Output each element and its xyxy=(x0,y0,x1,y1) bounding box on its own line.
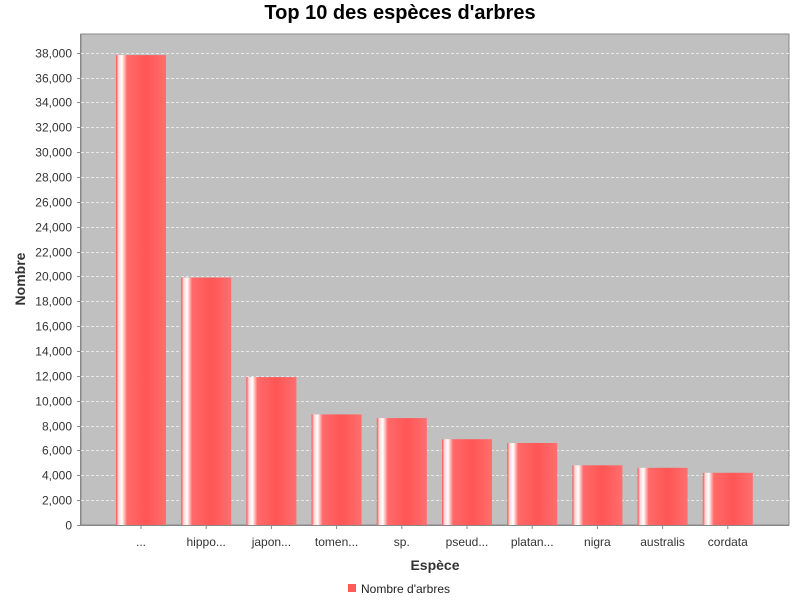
y-tick-label: 20,000 xyxy=(35,270,72,284)
y-tick-label: 24,000 xyxy=(35,221,72,235)
x-tick-label: sp. xyxy=(394,535,410,549)
x-tick-label: cordata xyxy=(708,535,748,549)
y-tick-label: 36,000 xyxy=(35,72,72,86)
y-tick-label: 6,000 xyxy=(42,444,72,458)
legend-label: Nombre d'arbres xyxy=(361,582,450,596)
bar xyxy=(246,377,297,525)
chart-title: Top 10 des espèces d'arbres xyxy=(264,2,535,24)
y-tick-label: 14,000 xyxy=(35,345,72,359)
y-tick-label: 4,000 xyxy=(42,469,72,483)
x-tick-label: pseud... xyxy=(446,535,489,549)
y-tick-label: 0 xyxy=(65,519,72,533)
bar xyxy=(116,55,166,525)
bar xyxy=(702,472,753,525)
y-tick-label: 10,000 xyxy=(35,395,72,409)
y-tick-label: 22,000 xyxy=(35,246,72,260)
y-tick-label: 8,000 xyxy=(42,420,72,434)
x-axis-label: Espèce xyxy=(410,557,459,573)
bar xyxy=(181,277,232,525)
y-tick-label: 32,000 xyxy=(35,121,72,135)
bar xyxy=(376,418,427,525)
x-tick-label: platan... xyxy=(511,535,554,549)
y-tick-label: 28,000 xyxy=(35,171,72,185)
x-tick-label: tomen... xyxy=(315,535,358,549)
bar xyxy=(572,465,623,525)
y-axis-label: Nombre xyxy=(12,252,28,305)
y-tick-label: 2,000 xyxy=(42,494,72,508)
y-tick-label: 18,000 xyxy=(35,295,72,309)
y-tick-label: 34,000 xyxy=(35,96,72,110)
y-tick-label: 30,000 xyxy=(35,146,72,160)
bar xyxy=(637,467,688,525)
y-axis-ticks: 0 2,000 4,000 6,000 8,000 10,000 12,000 14,000 1… xyxy=(35,47,81,533)
y-tick-label: 16,000 xyxy=(35,320,72,334)
legend-swatch xyxy=(348,584,356,592)
x-tick-label: japon... xyxy=(251,535,291,549)
x-tick-label: australis xyxy=(640,535,685,549)
bars xyxy=(116,55,753,525)
x-tick-label: nigra xyxy=(584,535,611,549)
y-tick-label: 26,000 xyxy=(35,196,72,210)
bar xyxy=(442,439,492,525)
x-tick-label: hippo... xyxy=(187,535,226,549)
bar xyxy=(311,414,362,525)
bar xyxy=(507,443,558,525)
y-tick-label: 12,000 xyxy=(35,370,72,384)
y-tick-label: 38,000 xyxy=(35,47,72,61)
x-axis-ticks: ... hippo... japon... tomen... sp. pseud... pl… xyxy=(136,525,748,549)
legend: Nombre d'arbres xyxy=(348,582,450,596)
x-tick-label: ... xyxy=(136,535,146,549)
